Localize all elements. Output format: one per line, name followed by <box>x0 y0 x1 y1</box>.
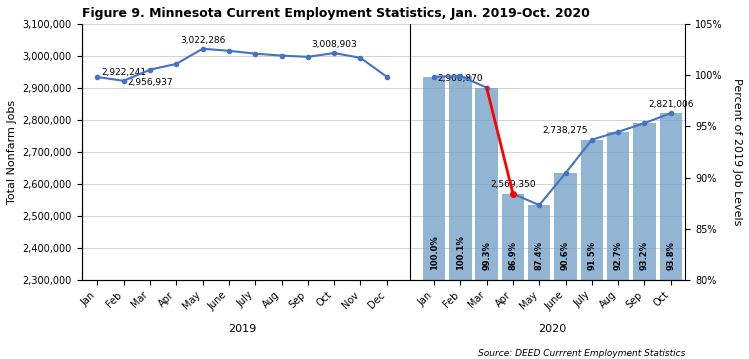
Text: 99.3%: 99.3% <box>482 242 491 270</box>
Text: 86.9%: 86.9% <box>509 241 518 270</box>
Text: 2,738,275: 2,738,275 <box>543 126 588 135</box>
Text: 3,008,903: 3,008,903 <box>312 40 357 49</box>
Text: 2,922,241: 2,922,241 <box>101 68 146 77</box>
Bar <box>423 77 445 359</box>
Y-axis label: Total Nonfarm Jobs: Total Nonfarm Jobs <box>7 100 17 204</box>
Text: 93.8%: 93.8% <box>667 242 676 270</box>
Text: 2,956,937: 2,956,937 <box>127 78 173 87</box>
Text: 92.7%: 92.7% <box>613 241 622 270</box>
Text: 3,022,286: 3,022,286 <box>180 36 225 45</box>
Text: 90.6%: 90.6% <box>561 241 570 270</box>
Text: 93.2%: 93.2% <box>640 241 649 270</box>
Text: 100.1%: 100.1% <box>456 236 465 270</box>
Bar <box>660 113 682 359</box>
Text: 100.0%: 100.0% <box>430 236 439 270</box>
Bar <box>554 173 577 359</box>
Bar <box>580 140 603 359</box>
Bar <box>476 88 498 359</box>
Text: 91.5%: 91.5% <box>587 241 596 270</box>
Text: Figure 9. Minnesota Current Employment Statistics, Jan. 2019-Oct. 2020: Figure 9. Minnesota Current Employment S… <box>82 7 589 20</box>
Text: 87.4%: 87.4% <box>535 241 544 270</box>
Bar <box>449 76 472 359</box>
Text: 2,900,870: 2,900,870 <box>437 74 483 83</box>
Text: 2,821,006: 2,821,006 <box>648 100 694 109</box>
Bar <box>607 132 629 359</box>
Text: Source: DEED Currrent Employment Statistics: Source: DEED Currrent Employment Statist… <box>478 349 685 359</box>
Text: 2,569,350: 2,569,350 <box>490 180 536 189</box>
Bar <box>528 205 551 359</box>
Text: 2020: 2020 <box>539 325 566 335</box>
Bar <box>634 123 655 359</box>
Text: 2019: 2019 <box>228 325 256 335</box>
Y-axis label: Percent of 2019 Job Levels: Percent of 2019 Job Levels <box>732 78 742 226</box>
Bar <box>502 194 524 359</box>
